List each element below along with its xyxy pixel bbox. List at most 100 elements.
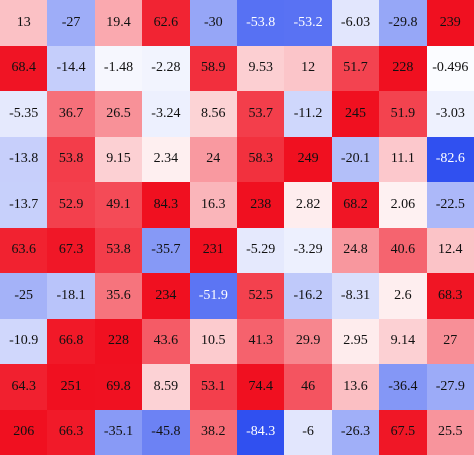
heatmap-cell-r8-c4: 53.1 xyxy=(189,364,237,410)
heatmap-cell-r1-c3: -2.28 xyxy=(142,45,190,91)
heatmap-cell-r4-c7: 68.2 xyxy=(331,182,380,228)
heatmap-cell-r0-c9: 239 xyxy=(426,0,474,46)
heatmap-cell-r7-c2: 228 xyxy=(94,318,143,364)
heatmap-cell-r0-c8: -29.8 xyxy=(379,0,427,46)
heatmap-cell-r9-c3: -45.8 xyxy=(142,409,190,455)
heatmap-cell-r3-c4: 24 xyxy=(189,136,237,182)
heatmap-cell-r5-c9: 12.4 xyxy=(426,227,474,273)
heatmap-cell-r4-c9: -22.5 xyxy=(426,182,474,228)
heatmap-cell-r2-c9: -3.03 xyxy=(426,91,474,137)
heatmap-cell-r5-c6: -3.29 xyxy=(284,227,332,273)
heatmap-cell-r9-c1: 66.3 xyxy=(47,409,95,455)
heatmap-cell-r5-c7: 24.8 xyxy=(331,227,380,273)
heatmap-cell-r1-c2: -1.48 xyxy=(94,45,143,91)
heatmap-cell-r7-c7: 2.95 xyxy=(331,318,380,364)
heatmap-cell-r4-c8: 2.06 xyxy=(379,182,427,228)
heatmap-cell-r5-c4: 231 xyxy=(189,227,237,273)
heatmap-cell-r5-c1: 67.3 xyxy=(47,227,95,273)
heatmap-cell-r4-c6: 2.82 xyxy=(284,182,332,228)
heatmap-cell-r6-c8: 2.6 xyxy=(379,273,427,319)
heatmap-cell-r8-c8: -36.4 xyxy=(379,364,427,410)
heatmap-cell-r6-c3: 234 xyxy=(142,273,190,319)
heatmap-cell-r0-c2: 19.4 xyxy=(94,0,143,46)
heatmap-cell-r3-c2: 9.15 xyxy=(94,136,143,182)
heatmap-cell-r5-c3: -35.7 xyxy=(142,227,190,273)
heatmap-cell-r8-c2: 69.8 xyxy=(94,364,143,410)
heatmap-cell-r3-c7: -20.1 xyxy=(331,136,380,182)
heatmap-cell-r0-c1: -27 xyxy=(47,0,95,46)
heatmap-cell-r8-c7: 13.6 xyxy=(331,364,380,410)
heatmap-cell-r2-c2: 26.5 xyxy=(94,91,143,137)
heatmap-cell-r9-c2: -35.1 xyxy=(94,409,143,455)
heatmap-cell-r7-c3: 43.6 xyxy=(142,318,190,364)
heatmap-cell-r6-c6: -16.2 xyxy=(284,273,332,319)
heatmap-cell-r8-c1: 251 xyxy=(47,364,95,410)
heatmap-cell-r9-c6: -6 xyxy=(284,409,332,455)
heatmap-cell-r5-c5: -5.29 xyxy=(237,227,285,273)
heatmap-cell-r0-c3: 62.6 xyxy=(142,0,190,46)
heatmap-cell-r6-c1: -18.1 xyxy=(47,273,95,319)
heatmap-cell-r9-c4: 38.2 xyxy=(189,409,237,455)
heatmap-cell-r2-c1: 36.7 xyxy=(47,91,95,137)
heatmap-cell-r9-c8: 67.5 xyxy=(379,409,427,455)
heatmap-cell-r8-c6: 46 xyxy=(284,364,332,410)
heatmap-cell-r9-c7: -26.3 xyxy=(331,409,380,455)
heatmap-cell-r2-c3: -3.24 xyxy=(142,91,190,137)
heatmap-cell-r2-c4: 8.56 xyxy=(189,91,237,137)
heatmap-cell-r2-c7: 245 xyxy=(331,91,380,137)
heatmap-cell-r1-c9: -0.496 xyxy=(426,45,474,91)
heatmap-cell-r0-c4: -30 xyxy=(189,0,237,46)
heatmap-cell-r0-c0: 13 xyxy=(0,0,48,46)
heatmap-cell-r5-c2: 53.8 xyxy=(94,227,143,273)
heatmap-cell-r6-c9: 68.3 xyxy=(426,273,474,319)
heatmap-cell-r4-c3: 84.3 xyxy=(142,182,190,228)
heatmap-cell-r1-c8: 228 xyxy=(379,45,427,91)
heatmap-cell-r7-c5: 41.3 xyxy=(237,318,285,364)
heatmap-cell-r3-c8: 11.1 xyxy=(379,136,427,182)
heatmap-cell-r0-c5: -53.8 xyxy=(237,0,285,46)
heatmap-cell-r1-c0: 68.4 xyxy=(0,45,48,91)
heatmap-cell-r4-c2: 49.1 xyxy=(94,182,143,228)
heatmap-cell-r8-c0: 64.3 xyxy=(0,364,48,410)
heatmap-cell-r4-c5: 238 xyxy=(237,182,285,228)
heatmap-cell-r4-c1: 52.9 xyxy=(47,182,95,228)
heatmap-cell-r7-c4: 10.5 xyxy=(189,318,237,364)
heatmap-cell-r1-c1: -14.4 xyxy=(47,45,95,91)
heatmap-cell-r8-c5: 74.4 xyxy=(237,364,285,410)
heatmap-cell-r0-c6: -53.2 xyxy=(284,0,332,46)
heatmap-cell-r1-c5: 9.53 xyxy=(237,45,285,91)
heatmap-cell-r5-c8: 40.6 xyxy=(379,227,427,273)
heatmap-cell-r5-c0: 63.6 xyxy=(0,227,48,273)
heatmap-cell-r6-c0: -25 xyxy=(0,273,48,319)
heatmap-cell-r7-c8: 9.14 xyxy=(379,318,427,364)
heatmap-cell-r2-c5: 53.7 xyxy=(237,91,285,137)
heatmap-cell-r7-c0: -10.9 xyxy=(0,318,48,364)
heatmap-cell-r6-c2: 35.6 xyxy=(94,273,143,319)
heatmap-cell-r3-c0: -13.8 xyxy=(0,136,48,182)
heatmap-cell-r8-c3: 8.59 xyxy=(142,364,190,410)
heatmap-cell-r2-c8: 51.9 xyxy=(379,91,427,137)
heatmap-cell-r7-c9: 27 xyxy=(426,318,474,364)
heatmap-cell-r3-c1: 53.8 xyxy=(47,136,95,182)
heatmap-cell-r0-c7: -6.03 xyxy=(331,0,380,46)
heatmap-cell-r8-c9: -27.9 xyxy=(426,364,474,410)
heatmap-cell-r1-c4: 58.9 xyxy=(189,45,237,91)
heatmap-cell-r1-c7: 51.7 xyxy=(331,45,380,91)
heatmap-cell-r3-c3: 2.34 xyxy=(142,136,190,182)
heatmap-cell-r6-c7: -8.31 xyxy=(331,273,380,319)
heatmap-cell-r1-c6: 12 xyxy=(284,45,332,91)
heatmap-cell-r4-c0: -13.7 xyxy=(0,182,48,228)
heatmap-cell-r6-c5: 52.5 xyxy=(237,273,285,319)
heatmap-cell-r9-c5: -84.3 xyxy=(237,409,285,455)
heatmap-cell-r3-c9: -82.6 xyxy=(426,136,474,182)
heatmap-cell-r9-c0: 206 xyxy=(0,409,48,455)
heatmap-cell-r7-c6: 29.9 xyxy=(284,318,332,364)
heatmap-cell-r6-c4: -51.9 xyxy=(189,273,237,319)
heatmap-cell-r7-c1: 66.8 xyxy=(47,318,95,364)
heatmap-cell-r2-c0: -5.35 xyxy=(0,91,48,137)
heatmap-cell-r2-c6: -11.2 xyxy=(284,91,332,137)
heatmap-cell-r4-c4: 16.3 xyxy=(189,182,237,228)
heatmap-cell-r3-c5: 58.3 xyxy=(237,136,285,182)
heatmap-cell-r9-c9: 25.5 xyxy=(426,409,474,455)
